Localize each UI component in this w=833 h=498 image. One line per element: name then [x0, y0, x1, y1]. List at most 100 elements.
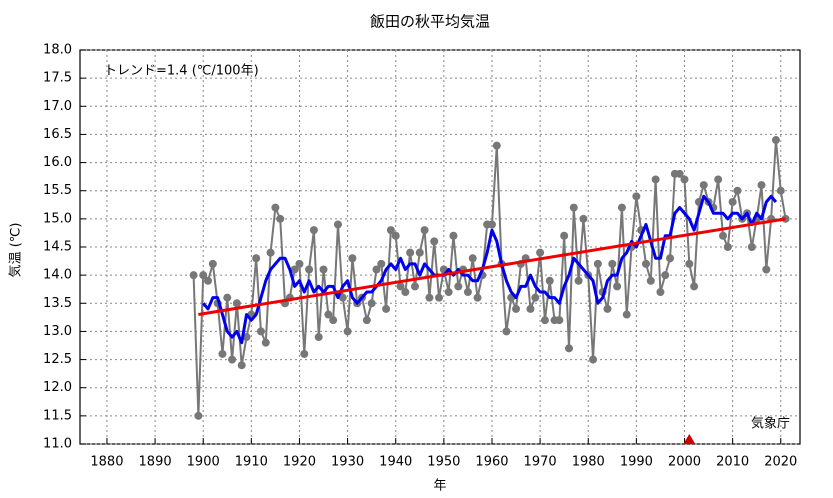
- data-point: [771, 136, 780, 145]
- data-point: [617, 203, 626, 212]
- running-mean-line: [202, 194, 778, 345]
- data-point: [435, 293, 444, 302]
- data-point: [309, 226, 318, 235]
- x-tick-label: 1880: [90, 455, 123, 470]
- data-point: [425, 293, 434, 302]
- data-point: [473, 293, 482, 302]
- data-point: [747, 243, 756, 251]
- data-point: [666, 254, 675, 263]
- data-point: [492, 141, 501, 150]
- data-point: [454, 282, 463, 291]
- data-point: [560, 231, 569, 240]
- x-tick-label: 1910: [235, 455, 268, 470]
- y-tick-label: 17.0: [43, 99, 72, 114]
- x-tick-label: 1900: [187, 455, 220, 470]
- data-point: [367, 299, 376, 308]
- data-point: [324, 310, 333, 319]
- data-point: [487, 220, 496, 229]
- y-tick-label: 18.0: [43, 43, 72, 58]
- data-point: [314, 333, 323, 342]
- data-point: [290, 265, 299, 274]
- data-point: [189, 271, 198, 280]
- y-tick-label: 17.5: [43, 71, 72, 86]
- data-point: [545, 276, 554, 285]
- data-point: [502, 327, 511, 336]
- data-point: [410, 282, 419, 291]
- x-axis-label: 年: [433, 479, 446, 494]
- data-point: [362, 316, 371, 325]
- data-point: [319, 265, 328, 274]
- x-tick-label: 1990: [620, 455, 653, 470]
- y-tick-label: 12.0: [43, 380, 72, 395]
- data-point: [603, 304, 612, 313]
- data-point: [276, 214, 285, 223]
- data-point: [714, 175, 723, 184]
- data-point: [300, 349, 309, 358]
- data-point: [608, 259, 617, 268]
- y-axis-label: 気温 (℃): [8, 223, 24, 278]
- relocation-marker: [683, 434, 696, 444]
- data-point: [430, 237, 439, 246]
- data-point: [526, 304, 535, 313]
- data-point: [228, 355, 237, 364]
- data-point: [396, 282, 405, 291]
- data-point: [266, 248, 275, 257]
- x-tick-label: 1890: [139, 455, 172, 470]
- data-point: [406, 248, 415, 257]
- data-point: [675, 169, 684, 178]
- data-point: [651, 175, 660, 184]
- data-point: [391, 231, 400, 240]
- data-point: [305, 265, 314, 274]
- x-tick-label: 1930: [331, 455, 364, 470]
- data-point: [237, 361, 246, 370]
- data-point: [444, 288, 453, 297]
- data-point: [699, 181, 708, 190]
- data-point: [536, 248, 545, 257]
- data-point: [372, 265, 381, 274]
- data-point: [468, 254, 477, 263]
- data-point: [261, 338, 270, 347]
- x-tick-label: 1920: [283, 455, 316, 470]
- data-point: [622, 310, 631, 319]
- chart-title: 飯田の秋平均気温: [370, 13, 490, 31]
- data-point: [569, 203, 578, 212]
- data-point: [194, 411, 203, 420]
- y-tick-label: 12.5: [43, 352, 72, 367]
- data-point: [295, 259, 304, 268]
- data-point: [680, 175, 689, 184]
- y-tick-label: 16.5: [43, 127, 72, 142]
- source-label: 気象庁: [751, 416, 790, 432]
- data-point: [661, 271, 670, 280]
- data-point: [757, 181, 766, 190]
- data-point: [449, 231, 458, 240]
- observed-line: [192, 139, 787, 417]
- data-point: [564, 344, 573, 353]
- data-point: [555, 316, 564, 325]
- x-tick-label: 1940: [379, 455, 412, 470]
- data-point: [656, 288, 665, 297]
- data-point: [252, 254, 261, 263]
- y-tick-label: 13.0: [43, 324, 72, 339]
- data-point: [728, 197, 737, 206]
- data-point: [733, 186, 742, 195]
- data-point: [762, 265, 771, 274]
- data-point: [415, 248, 424, 257]
- data-point: [271, 203, 280, 212]
- data-point: [343, 327, 352, 336]
- data-point: [579, 214, 588, 223]
- x-tick-label: 1960: [475, 455, 508, 470]
- data-point: [574, 276, 583, 285]
- data-point: [204, 276, 213, 285]
- data-point: [685, 259, 694, 268]
- data-point: [718, 231, 727, 240]
- y-tick-label: 11.0: [43, 437, 72, 452]
- trend-annotation: トレンド=1.4 (℃/100年): [104, 64, 259, 79]
- data-point: [632, 192, 641, 201]
- data-point: [386, 226, 395, 235]
- data-point: [401, 288, 410, 297]
- data-point: [420, 226, 429, 235]
- data-point: [463, 288, 472, 297]
- x-tick-label: 1950: [427, 455, 460, 470]
- x-tick-label: 1980: [572, 455, 605, 470]
- data-point: [232, 299, 241, 308]
